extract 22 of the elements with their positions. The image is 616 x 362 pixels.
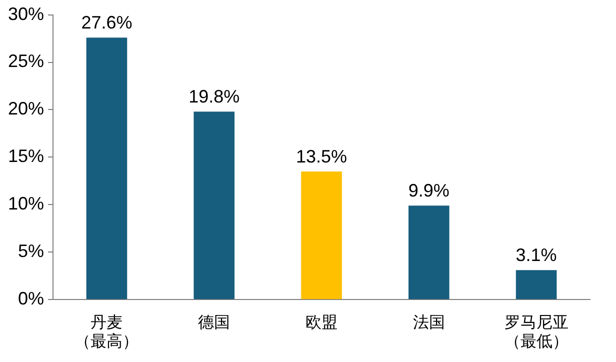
y-tick-label: 20% (8, 98, 44, 119)
bar (408, 206, 450, 300)
x-tick-label: 丹麦（最高） (74, 312, 139, 351)
bar (86, 38, 128, 300)
x-tick-label: 罗马尼亚（最低） (504, 312, 568, 351)
data-label: 3.1% (516, 245, 557, 266)
bar (194, 112, 235, 300)
data-label: 27.6% (81, 12, 132, 33)
bar (301, 171, 342, 300)
y-tick-label: 15% (8, 146, 44, 166)
y-tick-label: 25% (8, 51, 44, 72)
y-tick-label: 5% (18, 241, 44, 262)
bar (516, 270, 557, 300)
data-label: 13.5% (296, 146, 348, 166)
data-label: 19.8% (188, 86, 240, 107)
y-tick-label: 30% (8, 4, 44, 24)
y-tick-label: 10% (8, 194, 44, 214)
y-tick-label: 0% (18, 288, 44, 309)
x-tick-label: 欧盟 (306, 312, 338, 332)
x-tick-label: 法国 (412, 312, 445, 332)
data-label: 9.9% (408, 180, 450, 201)
x-tick-label: 德国 (198, 312, 230, 332)
